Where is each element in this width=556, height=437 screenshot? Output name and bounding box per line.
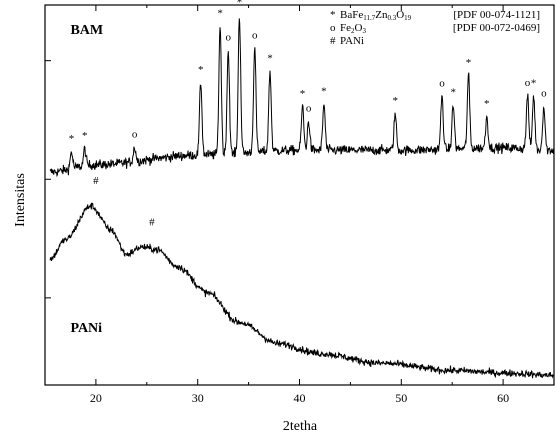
series-label-pani: PANi <box>70 321 102 336</box>
peak-marker: o <box>306 102 312 114</box>
peak-marker: # <box>93 175 99 187</box>
series-layer <box>49 18 554 379</box>
peak-marker: * <box>82 130 88 142</box>
x-tick-label: 20 <box>90 391 102 405</box>
peak-marker: * <box>267 53 273 65</box>
legend-label-subscript: 3 <box>362 27 366 35</box>
y-axis-label: Intensitas <box>13 173 28 227</box>
legend-label-part: BaFe <box>340 9 363 21</box>
peak-marker: * <box>237 0 243 9</box>
peak-marker: o <box>225 31 231 43</box>
legend-symbol: * <box>330 9 336 21</box>
x-axis-label: 2tetha <box>283 419 318 434</box>
series-labels: BAM PANi <box>70 23 103 336</box>
legend-label-subscript: 2 <box>351 27 355 35</box>
legend: * BaFe11.7Zn0.3O19 [PDF 00-074-1121]o Fe2O3… <box>330 9 540 47</box>
legend-label-subscript: 0.3 <box>387 14 396 22</box>
legend-label-part: O <box>355 22 363 34</box>
legend-reference: [PDF 00-072-0469] <box>453 22 540 34</box>
legend-label-part: PANi <box>340 35 364 47</box>
peak-marker: o <box>525 77 531 89</box>
peak-marker: * <box>198 64 204 76</box>
peak-marker: * <box>531 77 537 89</box>
legend-symbol: o <box>330 22 336 34</box>
legend-label: BaFe11.7Zn0.3O19 <box>340 9 412 22</box>
peak-marker: * <box>69 133 75 145</box>
x-tick-label: 30 <box>192 391 204 405</box>
peak-marker: o <box>132 128 138 140</box>
series-label-bam: BAM <box>70 23 103 38</box>
peak-marker: * <box>217 8 223 20</box>
peak-marker: # <box>149 216 155 228</box>
legend-label-subscript: 19 <box>404 14 412 22</box>
legend-label-part: Zn <box>375 9 388 21</box>
peak-marker: * <box>466 57 472 69</box>
peak-marker: * <box>392 95 398 107</box>
legend-label: Fe2O3 <box>340 22 366 35</box>
peak-marker: * <box>450 87 456 99</box>
legend-reference: [PDF 00-074-1121] <box>453 9 540 21</box>
peak-marker: o <box>541 88 547 100</box>
legend-label-part: O <box>396 9 404 21</box>
peak-marker: * <box>484 98 490 110</box>
x-axis-ticks <box>44 5 555 385</box>
y-axis-ticks <box>45 60 51 299</box>
legend-label-subscript: 11.7 <box>363 14 375 22</box>
plot-frame <box>44 4 555 386</box>
series-bam-line <box>49 18 554 178</box>
peak-marker: o <box>439 77 445 89</box>
x-tick-label: 60 <box>497 391 509 405</box>
legend-label-part: Fe <box>340 22 351 34</box>
x-tick-label: 40 <box>294 391 306 405</box>
legend-symbol: # <box>330 35 336 47</box>
series-pani-line <box>49 202 554 379</box>
x-tick-label: 50 <box>395 391 407 405</box>
x-axis-tick-labels: 20 30 40 50 60 <box>90 391 509 405</box>
peak-marker: * <box>321 86 327 98</box>
legend-label: PANi <box>340 35 364 47</box>
peak-marker: o <box>252 29 258 41</box>
peak-marker: * <box>300 88 306 100</box>
peak-markers: * * o**o*o**o**o***o *o## <box>69 0 547 228</box>
